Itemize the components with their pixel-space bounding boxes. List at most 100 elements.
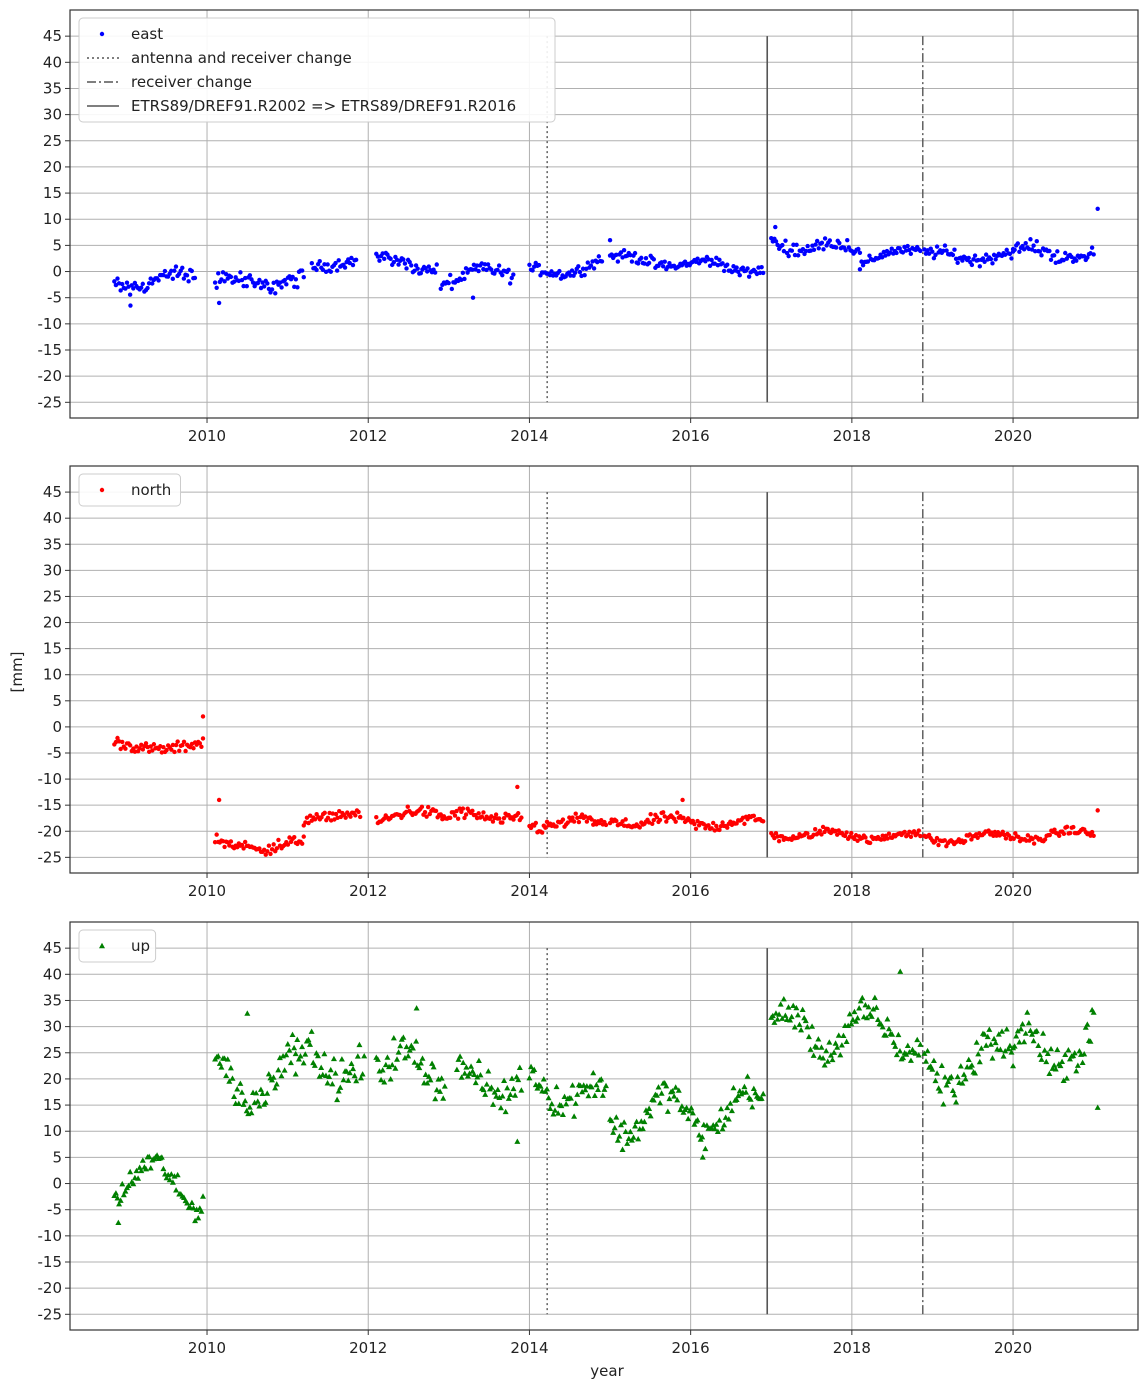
up-point [463,1064,470,1070]
east-point [982,259,987,264]
up-point [835,1032,842,1038]
up-point [1044,1050,1051,1056]
east-point [317,258,322,264]
y-tick-label: 5 [52,1148,62,1166]
north-point [1042,837,1048,842]
up-point [699,1154,706,1160]
up-point [278,1072,285,1079]
east-point [333,260,338,266]
north-point [991,833,996,838]
north-point [1071,824,1076,830]
up-point [1030,1037,1037,1044]
east-point [470,295,476,300]
up-point [1066,1055,1073,1062]
north-point [312,817,318,822]
east-point [1051,253,1057,258]
up-point [713,1121,720,1127]
east-point [1095,206,1100,211]
north-point [455,816,461,821]
up-point [1073,1068,1080,1074]
up-point [663,1082,670,1089]
east-point [222,279,227,284]
up-point [677,1106,684,1113]
north-point [934,835,940,841]
up-point [960,1071,967,1077]
up-point [953,1099,960,1105]
up-point [1036,1051,1043,1058]
up-point [991,1035,998,1042]
east-point [952,247,957,252]
up-point [117,1197,124,1203]
panel-east: -25 -20 -15 -10 -5 0 5 10 15 20 25 30 35 40 45 2010 2012… [38,9,1139,445]
north-point [675,810,680,815]
up-point [471,1071,478,1077]
east-point [139,285,144,290]
up-point [657,1099,664,1106]
up-point [485,1068,492,1074]
y-tick-label: -5 [47,289,62,307]
east-point [1034,239,1039,244]
east-point [257,277,262,283]
y-tick-label: -20 [38,367,63,385]
up-point [892,1043,899,1049]
north-point [150,748,155,753]
north-point [725,825,730,830]
up-point [253,1089,260,1096]
up-point [630,1134,637,1140]
north-point [115,735,120,741]
x-tick-label: 2020 [994,882,1032,900]
east-point [140,281,145,287]
up-point [900,1054,907,1061]
north-point [348,814,353,819]
north-point [181,739,187,744]
east-point [391,259,396,265]
north-point [299,841,305,846]
y-tick-label: 25 [43,587,62,605]
east-point [328,269,334,274]
up-point [696,1132,703,1138]
east-point [588,263,594,268]
y-tick-label: 10 [43,666,62,684]
up-point [394,1056,401,1062]
up-point [237,1080,244,1086]
north-point [908,834,914,840]
east-point [112,279,117,284]
north-point [706,823,711,828]
up-point [235,1100,242,1106]
up-point [907,1057,914,1063]
north-point [511,817,516,822]
up-point [472,1079,479,1086]
north-point [855,838,860,844]
up-point [1084,1021,1091,1027]
up-point [287,1059,294,1066]
up-point [480,1086,487,1093]
north-point [1047,832,1052,838]
east-point [740,265,746,270]
east-point [404,266,409,271]
up-point [297,1053,304,1059]
east-point [923,251,929,256]
up-point [119,1180,126,1187]
up-point [326,1073,333,1080]
north-point [490,819,496,824]
east-point [118,288,123,293]
north-point [357,814,363,820]
north-point [623,817,628,822]
up-point [534,1085,541,1091]
up-point [1029,1031,1036,1037]
up-point [382,1061,389,1068]
east-point [607,237,613,243]
y-tick-label: 20 [43,1070,62,1088]
up-point [571,1113,578,1119]
north-point [1024,838,1029,843]
north-point [424,814,429,819]
north-point [1011,836,1016,841]
north-point [936,842,941,848]
up-point [1065,1047,1072,1053]
north-point [169,747,174,752]
up-point [785,1004,792,1010]
up-point [256,1103,263,1109]
up-point [965,1056,972,1063]
east-point [629,259,635,264]
up-point [579,1088,586,1095]
